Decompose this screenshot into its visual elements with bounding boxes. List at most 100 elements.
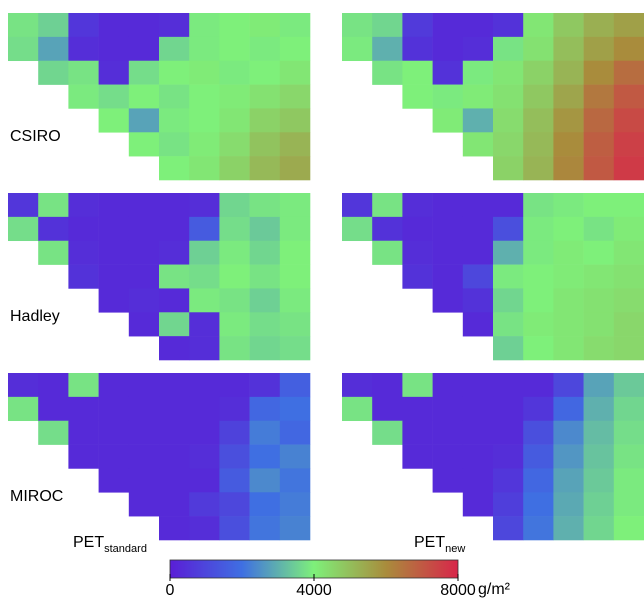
heatmap-cell [432,373,464,398]
heatmap-cell [583,373,615,398]
heatmap-cell [219,373,250,398]
heatmap-cell [68,13,99,38]
heatmap-cell [613,492,644,517]
heatmap-cell [583,193,615,218]
heatmap-cell [493,156,524,181]
heatmap-cell [432,13,464,38]
heatmap-cell [38,240,69,265]
heatmap-cell [613,36,644,62]
heatmap-cell [189,336,220,361]
heatmap-cell [432,264,464,289]
heatmap-cell [432,216,464,242]
heatmap-cell [159,468,190,493]
heatmap-cell [462,288,494,313]
heatmap-cell [493,216,524,242]
heatmap-cell [462,373,494,398]
heatmap-cell [462,240,494,265]
heatmap-cell [279,193,311,218]
heatmap-cell [189,108,220,133]
heatmap-cell [159,240,190,265]
heatmap-cell [493,288,524,313]
heatmap-cell [128,468,160,493]
heatmap-cell [38,396,69,422]
heatmap-cell [402,84,433,109]
heatmap-cell [523,156,554,181]
heatmap-cell [553,468,584,493]
heatmap-cell [402,193,433,218]
heatmap-cell [553,264,584,289]
heatmap-cell [613,312,644,337]
heatmap-cell [523,84,554,109]
heatmap-cell [128,36,160,62]
heatmap-cell [372,240,403,265]
heatmap-cell [98,373,130,398]
heatmap-cell [249,108,281,133]
heatmap-cell [553,216,584,242]
heatmap-cell [523,492,554,517]
heatmap-cell [432,468,464,493]
heatmap-cell [613,396,644,422]
heatmap-cell [523,312,554,337]
heatmap-cell [613,468,644,493]
heatmap-cell [219,60,250,85]
heatmap-cell [219,516,250,541]
heatmap-cell [553,492,584,517]
heatmap-cell [613,216,644,242]
heatmap-cell [279,444,311,469]
heatmap-cell [68,60,99,85]
heatmap-cell [279,60,311,85]
heatmap-cell [493,13,524,38]
heatmap-cell [68,420,99,445]
heatmap-cell [279,336,311,361]
heatmap-cell [583,396,615,422]
heatmap-cell [98,288,130,313]
heatmap-cell [249,468,281,493]
heatmap-cell [68,193,99,218]
row-label: MIROC [10,488,63,505]
heatmap-cell [219,108,250,133]
heatmap-cell [128,193,160,218]
heatmap-cell [523,336,554,361]
heatmap-cell [159,193,190,218]
heatmap-cell [402,240,433,265]
heatmap-cell [159,336,190,361]
heatmap-cell [249,132,281,157]
heatmap-cell [523,396,554,422]
heatmap-cell [279,84,311,109]
heatmap-cell [189,156,220,181]
heatmap-cell [553,108,584,133]
heatmap-cell [279,13,311,38]
heatmap-cell [432,396,464,422]
heatmap-cell [38,36,69,62]
heatmap-cell [159,216,190,242]
heatmap-cell [402,396,433,422]
heatmap-cell [583,420,615,445]
heatmap-cell [279,312,311,337]
heatmap-cell [279,396,311,422]
heatmap-cell [159,132,190,157]
heatmap-cell [553,60,584,85]
heatmap-cell [523,288,554,313]
heatmap-cell [493,396,524,422]
heatmap-cell [249,36,281,62]
heatmap-cell [279,468,311,493]
heatmap-cell [249,420,281,445]
heatmap-cell [189,396,220,422]
colorbar-unit: g/m² [478,581,511,598]
heatmap-cell [249,516,281,541]
heatmap-cell [553,240,584,265]
heatmap-cell [462,444,494,469]
heatmap-cell [98,420,130,445]
heatmap-cell [523,264,554,289]
heatmap-cell [462,492,494,517]
heatmap-cell [493,516,524,541]
heatmap-cell [372,36,403,62]
heatmap-cell [493,264,524,289]
heatmap-cell [462,264,494,289]
heatmap-cell [462,312,494,337]
heatmap-cell [432,60,464,85]
heatmap-cell [613,264,644,289]
heatmap-cell [128,492,160,517]
heatmap-cell [432,84,464,109]
